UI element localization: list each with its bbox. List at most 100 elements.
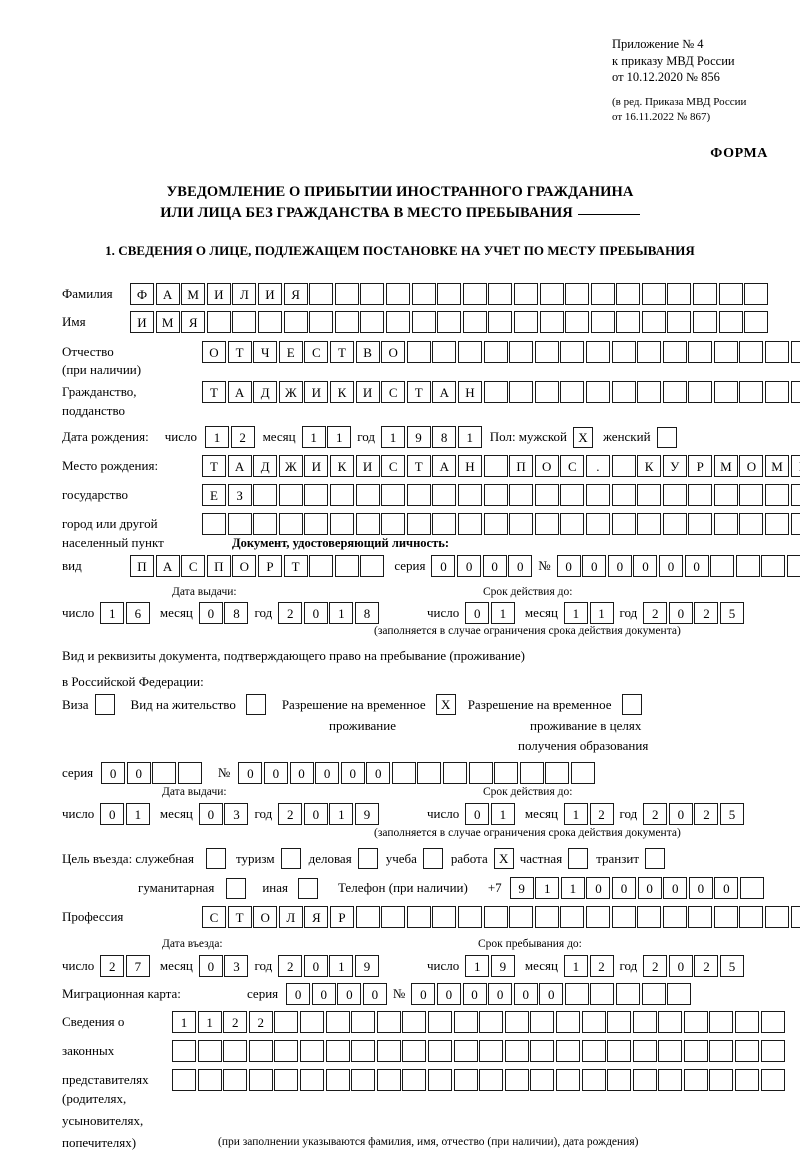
char-box[interactable]: 0 <box>340 762 365 784</box>
char-box[interactable]: 0 <box>411 983 436 1005</box>
char-box[interactable]: 1 <box>125 803 150 825</box>
char-box[interactable]: Р <box>257 555 282 577</box>
birthplace-boxes-3[interactable] <box>202 513 800 535</box>
char-box[interactable]: 0 <box>198 602 223 624</box>
char-box[interactable]: 0 <box>303 602 328 624</box>
char-box[interactable]: А <box>432 455 457 477</box>
char-box[interactable]: Е <box>278 341 303 363</box>
char-box[interactable]: 0 <box>582 555 607 577</box>
char-box[interactable] <box>555 1011 580 1033</box>
char-box[interactable] <box>488 283 513 305</box>
char-box[interactable]: 1 <box>204 426 229 448</box>
char-box[interactable] <box>483 484 508 506</box>
char-box[interactable]: 1 <box>490 602 515 624</box>
char-box[interactable]: С <box>304 341 329 363</box>
char-box[interactable]: 0 <box>488 983 513 1005</box>
char-box[interactable] <box>565 311 590 333</box>
char-box[interactable]: 0 <box>101 762 126 784</box>
char-box[interactable] <box>534 381 559 403</box>
char-box[interactable]: К <box>329 381 354 403</box>
char-box[interactable] <box>637 381 662 403</box>
char-box[interactable]: 2 <box>248 1011 273 1033</box>
char-box[interactable] <box>607 1011 632 1033</box>
char-box[interactable] <box>309 311 334 333</box>
char-box[interactable] <box>278 484 303 506</box>
char-box[interactable] <box>385 283 410 305</box>
char-box[interactable] <box>172 1040 196 1062</box>
char-box[interactable]: 1 <box>327 426 352 448</box>
char-box[interactable] <box>406 341 431 363</box>
char-box[interactable] <box>560 381 585 403</box>
char-box[interactable]: О <box>534 455 559 477</box>
char-box[interactable] <box>585 906 610 928</box>
char-box[interactable] <box>530 1011 555 1033</box>
char-box[interactable] <box>688 906 713 928</box>
char-box[interactable]: С <box>202 906 226 928</box>
char-box[interactable] <box>479 1040 504 1062</box>
char-box[interactable]: А <box>432 381 457 403</box>
char-box[interactable] <box>253 484 278 506</box>
char-box[interactable] <box>278 513 303 535</box>
char-box[interactable] <box>227 513 252 535</box>
char-box[interactable]: 1 <box>301 426 326 448</box>
char-box[interactable] <box>571 762 596 784</box>
char-box[interactable]: О <box>232 555 257 577</box>
char-box[interactable]: X <box>493 848 514 869</box>
char-box[interactable] <box>709 1040 734 1062</box>
char-box[interactable] <box>641 983 666 1005</box>
char-box[interactable]: О <box>253 906 278 928</box>
char-box[interactable]: Н <box>457 455 482 477</box>
char-box[interactable]: 1 <box>380 426 405 448</box>
char-box[interactable] <box>177 762 202 784</box>
char-box[interactable]: 0 <box>303 803 328 825</box>
char-box[interactable]: 0 <box>100 803 125 825</box>
char-box[interactable] <box>739 381 764 403</box>
char-box[interactable]: 2 <box>643 803 668 825</box>
char-box[interactable]: 0 <box>556 555 581 577</box>
char-box[interactable]: Ж <box>278 455 303 477</box>
char-box[interactable] <box>581 1069 606 1091</box>
char-box[interactable]: О <box>381 341 406 363</box>
char-box[interactable] <box>585 341 610 363</box>
char-box[interactable] <box>667 283 692 305</box>
char-box[interactable]: 0 <box>633 555 658 577</box>
char-box[interactable] <box>564 983 589 1005</box>
char-box[interactable]: С <box>181 555 206 577</box>
char-box[interactable] <box>248 1069 273 1091</box>
char-box[interactable] <box>637 484 662 506</box>
char-box[interactable]: 0 <box>539 983 564 1005</box>
char-box[interactable]: 3 <box>224 955 249 977</box>
char-box[interactable] <box>376 1040 401 1062</box>
char-box[interactable] <box>297 877 318 899</box>
char-box[interactable] <box>683 1069 708 1091</box>
char-box[interactable] <box>197 1040 222 1062</box>
char-box[interactable] <box>611 513 636 535</box>
char-box[interactable] <box>206 311 231 333</box>
char-box[interactable] <box>611 341 636 363</box>
char-box[interactable] <box>581 1040 606 1062</box>
char-box[interactable] <box>658 1069 683 1091</box>
char-box[interactable] <box>645 848 666 869</box>
char-box[interactable] <box>385 311 410 333</box>
char-box[interactable]: И <box>304 455 329 477</box>
char-box[interactable]: 5 <box>720 602 745 624</box>
char-box[interactable]: М <box>155 311 180 333</box>
char-box[interactable] <box>662 381 687 403</box>
char-box[interactable] <box>457 513 482 535</box>
char-box[interactable]: 1 <box>329 955 354 977</box>
representatives-boxes-3[interactable] <box>172 1069 785 1091</box>
char-box[interactable]: 0 <box>286 983 311 1005</box>
purpose-private-checkbox[interactable] <box>568 848 589 869</box>
char-box[interactable]: Я <box>181 311 206 333</box>
char-box[interactable] <box>453 1011 478 1033</box>
char-box[interactable]: У <box>662 455 687 477</box>
char-box[interactable] <box>351 1040 376 1062</box>
char-box[interactable] <box>360 283 385 305</box>
char-box[interactable] <box>509 906 534 928</box>
char-box[interactable]: Р <box>688 455 713 477</box>
